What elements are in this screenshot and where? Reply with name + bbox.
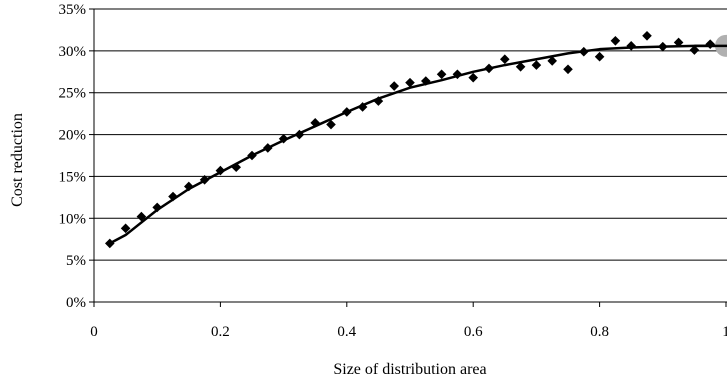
data-point [231, 162, 241, 173]
x-tick-label: 0.6 [464, 324, 483, 340]
y-axis-label: Cost reduction [9, 113, 26, 207]
data-point [389, 81, 399, 91]
data-point [515, 61, 526, 72]
data-point [199, 174, 210, 185]
data-point [500, 54, 510, 65]
data-point [373, 96, 384, 106]
x-tick-label: 0.4 [337, 324, 356, 340]
y-tick-label: 5% [66, 253, 86, 269]
data-point [310, 118, 320, 128]
data-point [563, 64, 573, 75]
x-tick-label: 0 [90, 324, 98, 340]
y-tick-label: 0% [66, 295, 86, 311]
data-point [531, 60, 542, 70]
data-point [642, 30, 652, 41]
data-point [215, 165, 226, 176]
data-point [658, 41, 668, 52]
data-point [152, 202, 162, 213]
x-tick-label: 0.8 [590, 324, 609, 340]
data-point [673, 37, 684, 48]
y-tick-label: 25% [59, 86, 87, 102]
x-tick-label: 1 [722, 324, 727, 340]
data-point [247, 150, 257, 161]
data-point [436, 69, 447, 80]
x-axis-label: Size of distribution area [333, 361, 486, 378]
data-point [689, 45, 700, 55]
data-point [326, 119, 336, 130]
axes [89, 8, 727, 307]
trend-line [109, 34, 727, 245]
data-point [184, 181, 194, 192]
data-point [168, 191, 178, 202]
data-point [105, 238, 115, 249]
data-point [294, 129, 305, 140]
gridlines [94, 8, 727, 303]
y-tick-label: 15% [59, 169, 87, 185]
data-point [547, 56, 557, 66]
data-point [626, 41, 636, 51]
y-tick-label: 35% [59, 2, 87, 18]
data-point [136, 211, 147, 222]
data-point [579, 46, 589, 57]
x-tick-labels: 0 0.2 0.4 0.6 0.8 1 [90, 324, 727, 340]
y-tick-label: 30% [59, 44, 87, 60]
data-point [594, 51, 605, 62]
data-point [263, 143, 273, 153]
y-tick-label: 10% [59, 211, 87, 227]
y-tick-labels: 0% 5% 10% 15% 20% 25% 30% 35% [59, 2, 87, 311]
data-point [452, 69, 463, 80]
data-point [278, 133, 289, 144]
x-tick-label: 0.2 [211, 324, 230, 340]
data-point [357, 102, 368, 112]
data-point [484, 63, 494, 74]
data-point [120, 223, 131, 234]
data-point [405, 77, 415, 88]
data-point [705, 39, 715, 49]
data-points [105, 30, 715, 249]
data-point [468, 72, 478, 83]
y-tick-label: 20% [59, 128, 87, 144]
data-point [421, 76, 431, 86]
data-point [342, 107, 352, 117]
data-point [610, 36, 621, 46]
trend-line-path [109, 44, 726, 245]
